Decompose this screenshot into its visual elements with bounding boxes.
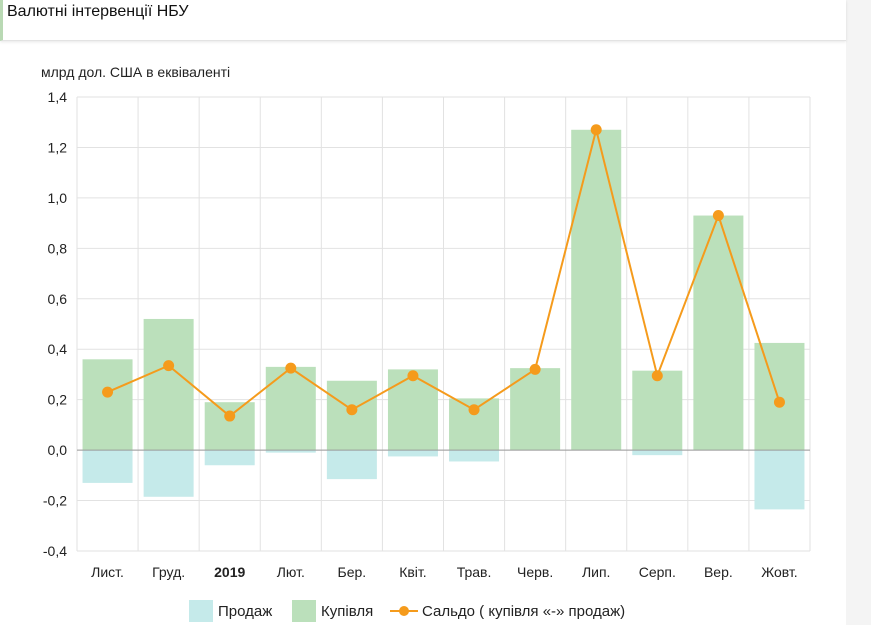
balance-point bbox=[590, 124, 602, 136]
legend-swatch-sales bbox=[189, 600, 213, 622]
x-tick-label: Лют. bbox=[277, 564, 305, 580]
bar-sales bbox=[204, 450, 255, 466]
bar-sales bbox=[326, 450, 377, 480]
x-tick-label: Серп. bbox=[639, 564, 676, 580]
bar-purchases bbox=[143, 318, 194, 451]
x-tick-label: Квіт. bbox=[399, 564, 426, 580]
y-tick-label: 1,2 bbox=[48, 139, 68, 155]
balance-point bbox=[773, 396, 785, 408]
balance-point bbox=[407, 370, 419, 382]
bar-sales bbox=[143, 450, 194, 497]
bar-purchases bbox=[326, 380, 377, 451]
chart-legend: Продаж Купівля Сальдо ( купівля «-» прод… bbox=[0, 599, 846, 623]
legend-item-purchases[interactable]: Купівля bbox=[292, 599, 373, 623]
y-tick-label: 0,2 bbox=[48, 392, 68, 408]
y-tick-label: 0,8 bbox=[48, 240, 68, 256]
x-tick-label: Груд. bbox=[152, 564, 185, 580]
bar-purchases bbox=[204, 402, 255, 451]
legend-item-balance[interactable]: Сальдо ( купівля «-» продаж) bbox=[390, 599, 625, 623]
intervention-chart: -0,4 -0,2 0,0 0,2 0,4 0,6 0,8 1,0 1,2 1,4 Лист. Гру… bbox=[43, 89, 811, 580]
balance-point bbox=[163, 360, 175, 372]
y-tick-label: 1,0 bbox=[48, 190, 68, 206]
bar-purchases bbox=[754, 342, 805, 451]
legend-swatch-purchases bbox=[292, 600, 316, 622]
x-tick-label: Лист. bbox=[91, 564, 124, 580]
bar-sales bbox=[632, 450, 683, 456]
balance-point bbox=[346, 404, 358, 416]
legend-swatch-balance bbox=[390, 600, 418, 622]
balance-line bbox=[107, 129, 781, 418]
bar-sales bbox=[754, 450, 805, 510]
bar-purchases bbox=[82, 359, 133, 451]
bar-sales bbox=[82, 450, 133, 483]
bar-sales bbox=[387, 450, 438, 457]
legend-label-purchases: Купівля bbox=[321, 602, 374, 620]
x-tick-label: Черв. bbox=[517, 564, 553, 580]
page-title: Валютні інтервенції НБУ bbox=[7, 3, 189, 20]
y-tick-label: -0,4 bbox=[43, 543, 67, 559]
balance-point bbox=[651, 370, 663, 382]
balance-point bbox=[102, 386, 114, 398]
y-tick-label: 0,6 bbox=[48, 291, 68, 307]
y-tick-label: 1,4 bbox=[48, 89, 68, 105]
y-tick-label: 0,0 bbox=[48, 442, 68, 458]
x-tick-label: Вер. bbox=[704, 564, 733, 580]
y-axis-unit-label: млрд дол. США в еквіваленті bbox=[41, 64, 231, 80]
x-tick-label: 2019 bbox=[214, 564, 245, 580]
bar-purchases bbox=[693, 215, 744, 451]
bar-sales bbox=[449, 450, 500, 462]
balance-point bbox=[712, 210, 724, 222]
bar-purchases bbox=[387, 369, 438, 451]
balance-point bbox=[468, 404, 480, 416]
balance-point bbox=[285, 362, 297, 374]
x-tick-label: Жовт. bbox=[761, 564, 797, 580]
bar-purchases bbox=[632, 370, 683, 451]
legend-label-balance: Сальдо ( купівля «-» продаж) bbox=[422, 602, 626, 620]
x-tick-label: Бер. bbox=[338, 564, 367, 580]
legend-label-sales: Продаж bbox=[218, 602, 273, 620]
chart-card: Валютні інтервенції НБУ млрд дол. США в … bbox=[0, 0, 846, 625]
legend-item-sales[interactable]: Продаж bbox=[189, 599, 272, 623]
balance-point bbox=[224, 410, 236, 422]
bar-purchases bbox=[571, 129, 622, 451]
y-tick-label: -0,2 bbox=[43, 493, 67, 509]
bar-sales bbox=[265, 450, 316, 453]
card-header: Валютні інтервенції НБУ bbox=[0, 0, 846, 41]
y-tick-label: 0,4 bbox=[48, 341, 68, 357]
x-tick-label: Трав. bbox=[457, 564, 492, 580]
bar-purchases bbox=[510, 368, 561, 451]
x-tick-label: Лип. bbox=[582, 564, 610, 580]
balance-point bbox=[529, 363, 541, 375]
